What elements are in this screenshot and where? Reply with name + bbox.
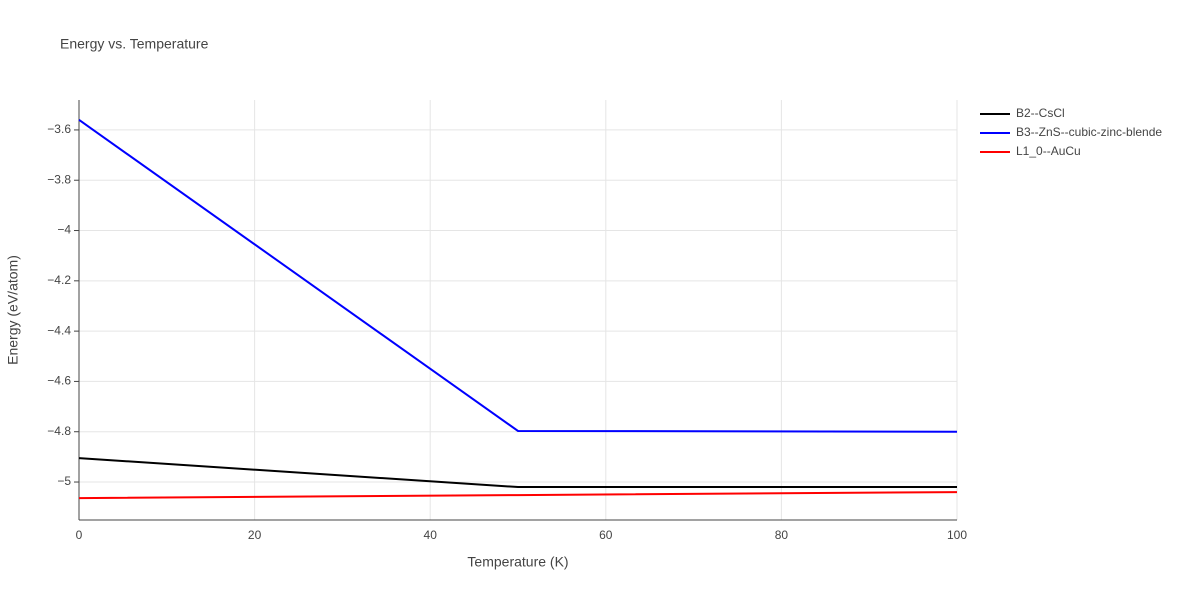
y-tick-label: −4 [57, 223, 71, 237]
y-tick-label: −4.2 [47, 273, 71, 287]
y-tick-label: −4.4 [47, 323, 71, 337]
legend-label: L1_0--AuCu [1016, 144, 1081, 158]
y-tick-label: −3.8 [47, 172, 71, 186]
y-tick-label: −4.8 [47, 424, 71, 438]
x-axis-title: Temperature (K) [467, 554, 568, 570]
x-tick-label: 40 [424, 528, 438, 542]
x-tick-label: 20 [248, 528, 262, 542]
y-tick-label: −3.6 [47, 122, 71, 136]
x-tick-label: 100 [947, 528, 967, 542]
line [78, 491, 958, 500]
y-tick-label: −4.6 [47, 374, 71, 388]
y-tick-label: −5 [57, 474, 71, 488]
legend-label: B2--CsCl [1016, 106, 1065, 120]
x-tick-label: 60 [599, 528, 613, 542]
x-tick-label: 0 [76, 528, 83, 542]
line [78, 119, 958, 433]
x-tick-label: 80 [775, 528, 789, 542]
y-axis-title: Energy (eV/atom) [5, 255, 21, 365]
line [78, 457, 957, 489]
chart-title: Energy vs. Temperature [60, 36, 209, 52]
legend-label: B3--ZnS--cubic-zinc-blende [1016, 125, 1162, 139]
